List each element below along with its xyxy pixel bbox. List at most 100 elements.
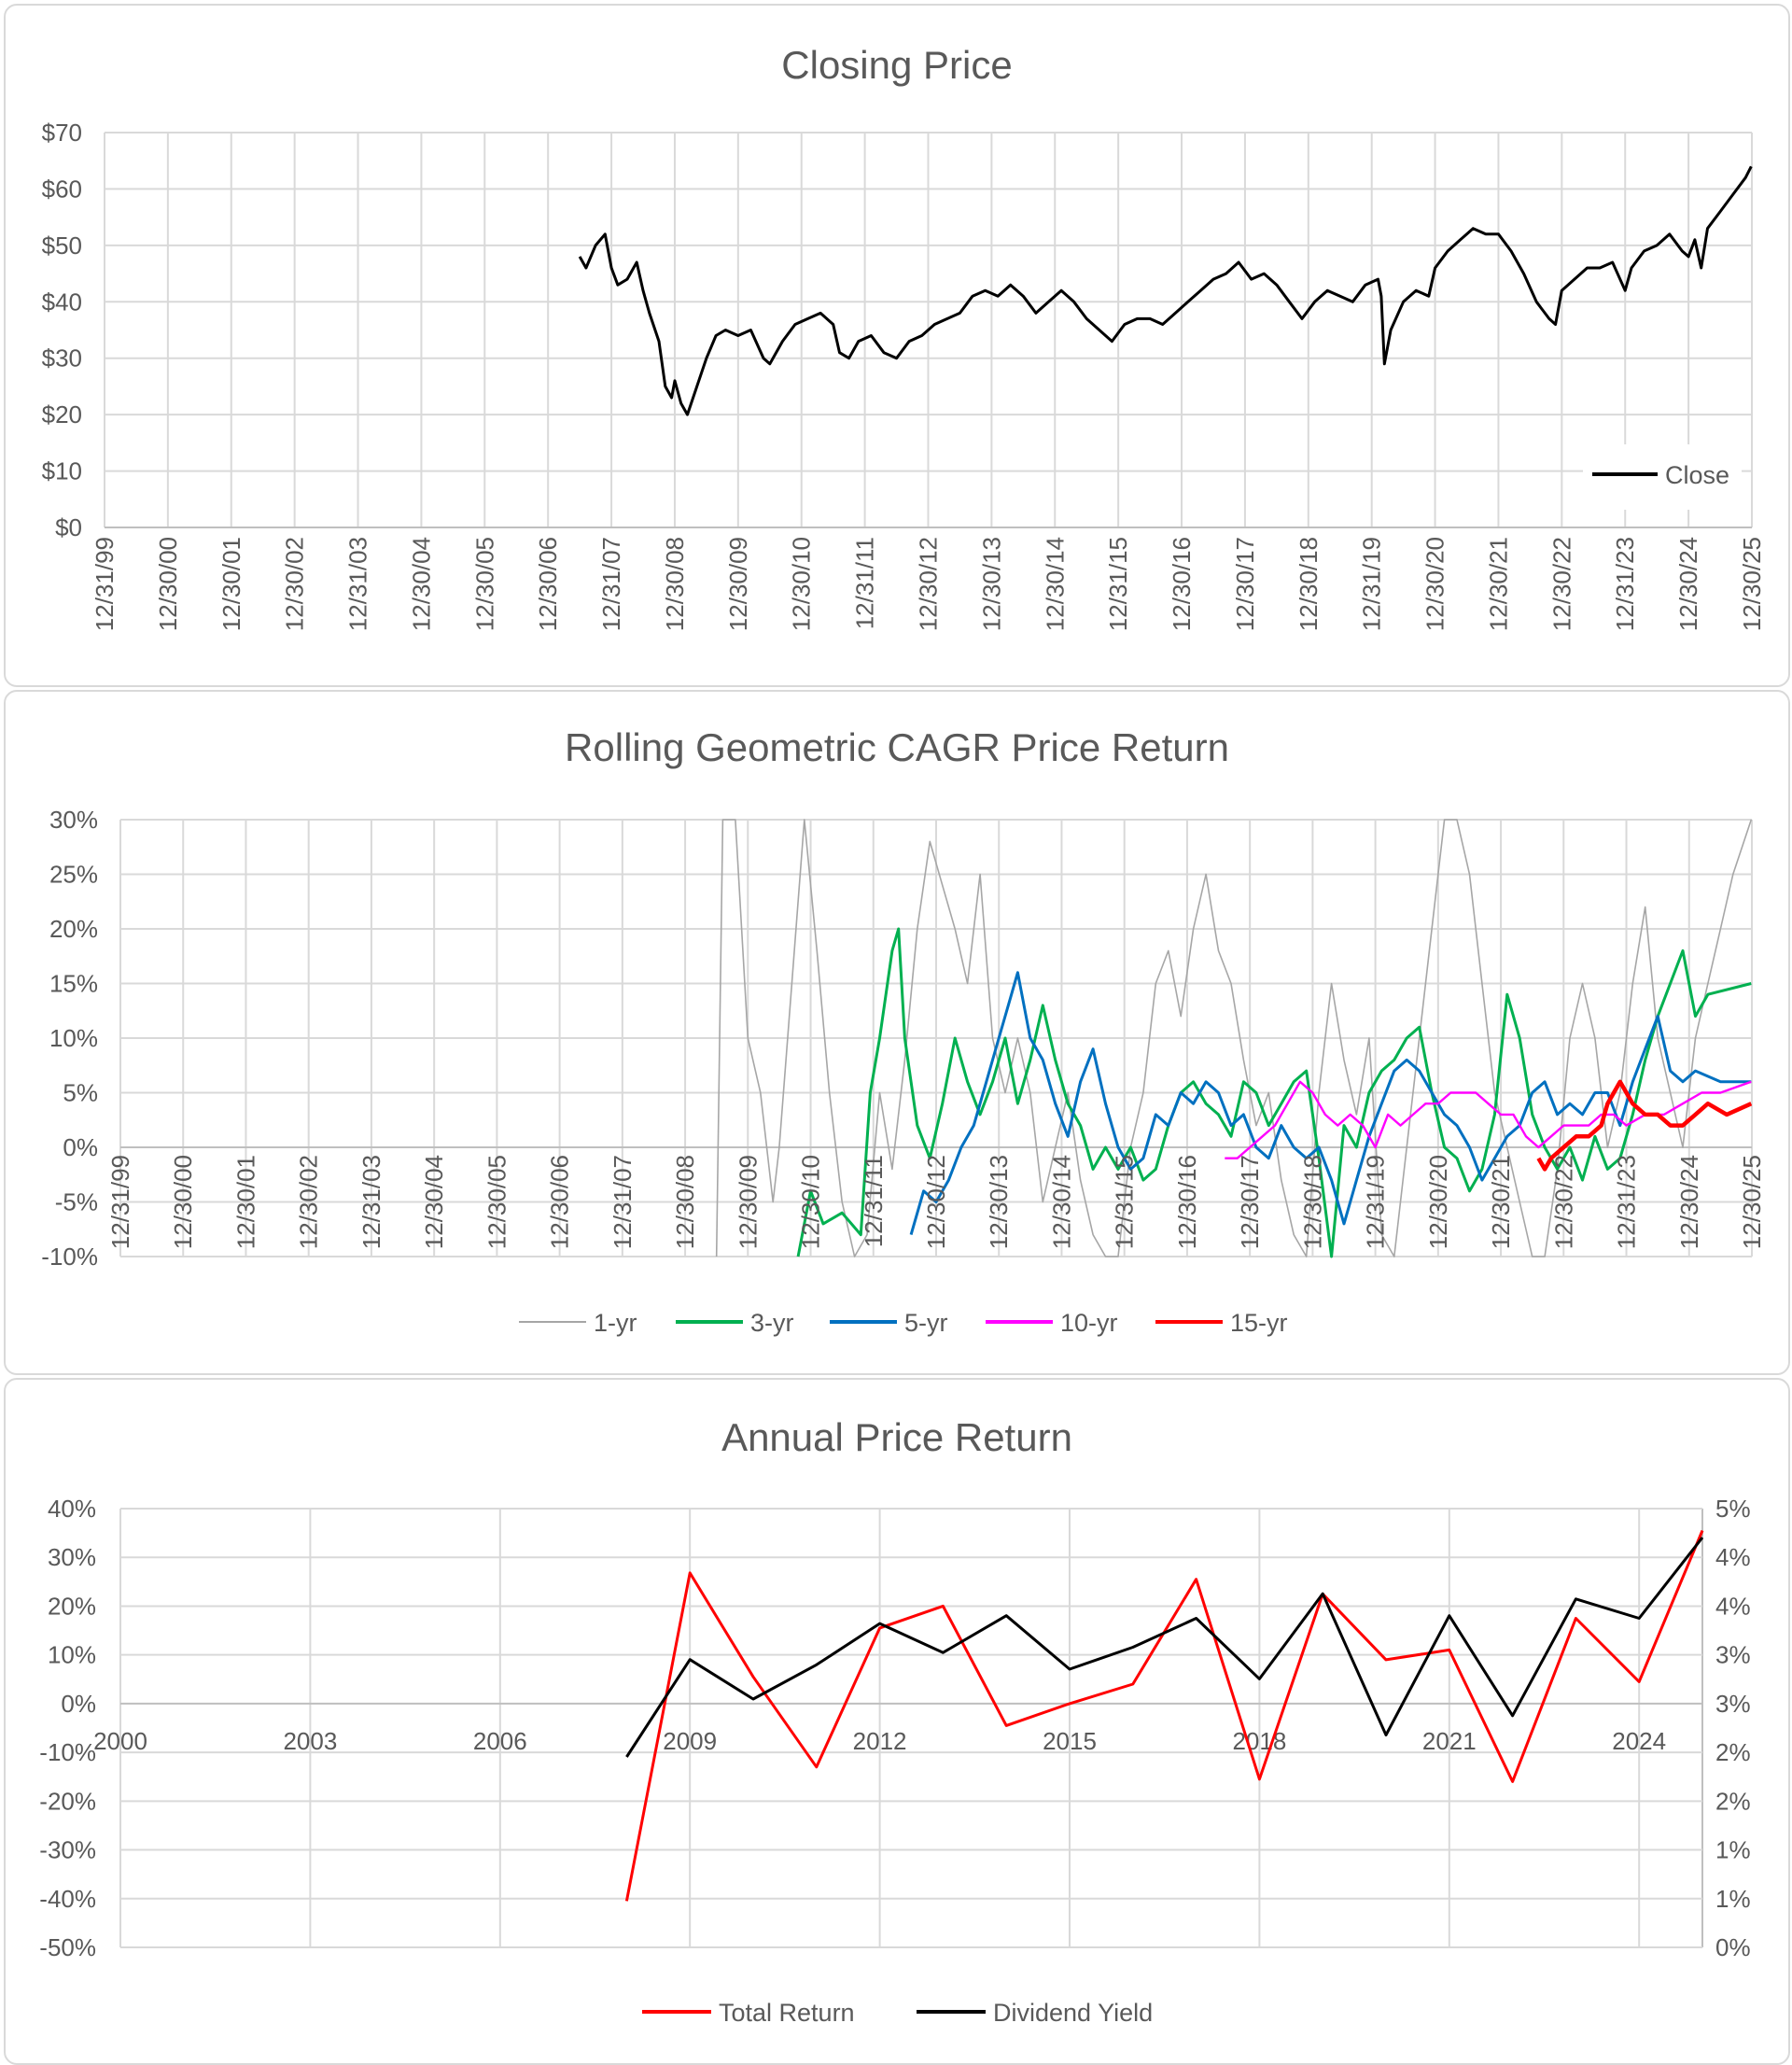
y-tick-label: 30% (48, 1543, 96, 1571)
y-tick-label: 10% (48, 1641, 96, 1669)
x-tick-label: 12/30/14 (1047, 1155, 1075, 1249)
y-tick-label: -40% (39, 1885, 96, 1913)
x-tick-label: 2012 (853, 1727, 907, 1755)
legend-label-close: Close (1665, 461, 1729, 489)
x-tick-label: 12/30/01 (217, 537, 245, 631)
series-line-15-yr (1536, 1079, 1752, 1172)
y2-tick-label: 3% (1715, 1690, 1751, 1718)
x-tick-label: 12/30/18 (1298, 1155, 1326, 1249)
x-tick-label: 12/30/16 (1173, 1155, 1201, 1249)
legend-label-3-yr: 3-yr (750, 1309, 794, 1337)
x-tick-label: 12/30/10 (797, 1155, 825, 1249)
closing-price-chart: Closing Price 12/31/99 12/30/00 12/30/01 12… (42, 43, 1766, 631)
y-tick-label: 20% (49, 915, 98, 943)
x-tick-label: 2000 (93, 1727, 147, 1755)
chart-title: Annual Price Return (721, 1415, 1072, 1459)
x-tick-label: 12/30/22 (1549, 1155, 1577, 1249)
y-tick-label: -10% (41, 1243, 98, 1271)
x-tick-label: 12/30/05 (470, 537, 498, 631)
x-tick-label: 12/30/13 (985, 1155, 1013, 1249)
x-tick-label: 2018 (1232, 1727, 1286, 1755)
x-tick-label: 12/30/12 (922, 1155, 950, 1249)
x-tick-label: 12/30/04 (407, 537, 435, 631)
x-tick-label: 12/30/13 (977, 537, 1005, 631)
x-tick-label: 12/30/21 (1484, 537, 1512, 631)
y2-tick-label: 4% (1715, 1543, 1751, 1571)
x-tick-label: 12/30/04 (420, 1155, 448, 1249)
legend-label-5-yr: 5-yr (904, 1309, 948, 1337)
series-line-1-yr (715, 819, 1752, 1257)
series-line-10-yr (1225, 1080, 1752, 1159)
y2-tick-label: 0% (1715, 1933, 1751, 1961)
total-return-line (624, 1529, 1704, 1902)
x-tick-label: 2024 (1612, 1727, 1666, 1755)
x-tick-label: 12/30/16 (1168, 537, 1196, 631)
x-tick-label: 12/31/19 (1358, 537, 1386, 631)
y-tick-label: $70 (42, 119, 82, 147)
x-tick-label: 12/30/18 (1295, 537, 1323, 631)
x-tick-label: 2021 (1422, 1727, 1477, 1755)
y2-tick-label: 5% (1715, 1495, 1751, 1523)
x-tick-label: 12/30/17 (1231, 537, 1259, 631)
legend-label-15-yr: 15-yr (1230, 1309, 1288, 1337)
y-tick-label: -10% (39, 1738, 96, 1766)
legend-box (1583, 444, 1742, 510)
x-tick-label: 12/30/09 (724, 537, 752, 631)
legend-label-dividend-yield: Dividend Yield (993, 1999, 1153, 2027)
x-tick-label: 12/30/20 (1424, 1155, 1452, 1249)
x-tick-label: 12/31/15 (1111, 1155, 1139, 1249)
x-tick-label: 12/30/17 (1236, 1155, 1264, 1249)
x-tick-label: 12/30/25 (1738, 1155, 1766, 1249)
y-tick-label: 0% (61, 1690, 96, 1718)
x-tick-label: 12/31/07 (609, 1155, 637, 1249)
y-tick-label: 30% (49, 806, 98, 834)
chart-title: Closing Price (781, 43, 1012, 87)
y2-tick-label: 1% (1715, 1836, 1751, 1864)
y-tick-label: -30% (39, 1836, 96, 1864)
x-tick-label: 2003 (283, 1727, 337, 1755)
y-tick-label: $20 (42, 400, 82, 428)
y2-tick-label: 2% (1715, 1787, 1751, 1815)
x-tick-label: 12/30/00 (154, 537, 182, 631)
y-tick-label: 15% (49, 970, 98, 998)
rolling-cagr-chart: Rolling Geometric CAGR Price Return -10%… (41, 725, 1766, 1337)
y-tick-label: 20% (48, 1592, 96, 1620)
y-tick-label: 25% (49, 861, 98, 889)
x-tick-label: 12/31/03 (344, 537, 372, 631)
y2-tick-label: 3% (1715, 1641, 1751, 1669)
x-tick-label: 12/30/00 (169, 1155, 197, 1249)
x-tick-label: 12/30/21 (1487, 1155, 1515, 1249)
x-tick-label: 12/30/25 (1738, 537, 1766, 631)
annual-return-chart: Annual Price Return -50% -40% -30% -20% -10%… (39, 1415, 1751, 2027)
x-tick-label: 12/30/06 (534, 537, 562, 631)
x-tick-label: 12/30/24 (1674, 537, 1702, 631)
dividend-yield-line (625, 1537, 1704, 1758)
y-tick-label: 5% (63, 1079, 98, 1107)
y2-tick-label: 2% (1715, 1738, 1751, 1766)
x-tick-label: 12/30/02 (281, 537, 309, 631)
y-tick-label: $10 (42, 457, 82, 485)
x-tick-label: 2015 (1043, 1727, 1097, 1755)
x-tick-label: 12/31/19 (1362, 1155, 1390, 1249)
y-tick-label: 10% (49, 1024, 98, 1052)
y-tick-label: $0 (55, 513, 82, 541)
y2-tick-label: 4% (1715, 1592, 1751, 1620)
x-tick-label: 12/31/11 (860, 1155, 888, 1247)
chart-title: Rolling Geometric CAGR Price Return (565, 725, 1229, 769)
x-tick-label: 12/31/07 (597, 537, 625, 631)
y-tick-label: $50 (42, 232, 82, 260)
close-price-line (578, 165, 1753, 416)
x-tick-label: 12/30/08 (671, 1155, 699, 1249)
closing-price-panel: Closing Price 12/31/99 12/30/00 12/30/01 12… (4, 4, 1790, 687)
x-tick-label: 12/31/99 (91, 537, 119, 631)
series-line-5-yr (909, 971, 1752, 1236)
x-tick-label: 12/30/09 (734, 1155, 762, 1249)
y-tick-label: -50% (39, 1933, 96, 1961)
x-tick-label: 2009 (663, 1727, 717, 1755)
x-tick-label: 12/30/20 (1421, 537, 1449, 631)
y2-tick-label: 1% (1715, 1885, 1751, 1913)
x-tick-label: 12/30/24 (1675, 1155, 1703, 1249)
x-tick-label: 12/30/08 (661, 537, 689, 631)
rolling-cagr-panel: Rolling Geometric CAGR Price Return -10%… (4, 690, 1790, 1375)
y-tick-label: 0% (63, 1133, 98, 1161)
